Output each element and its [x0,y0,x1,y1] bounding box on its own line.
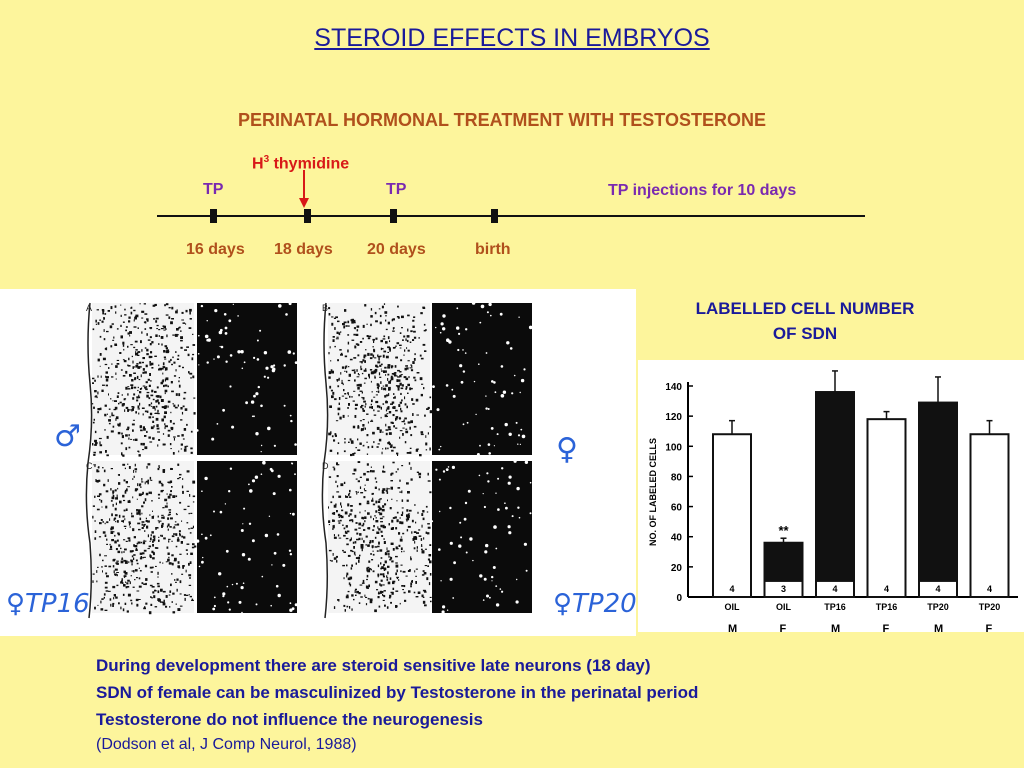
nissl-panel [92,461,197,615]
n-label: 4 [832,584,837,594]
sex-label: M [831,623,841,635]
x-tick-label: TP16 [876,602,898,612]
arrow-down-icon [299,170,309,208]
timeline-tick [390,209,397,223]
y-tick-label: 20 [671,563,683,574]
bar-base [817,581,853,596]
male-symbol: ♂ [54,419,81,454]
y-tick-label: 140 [665,382,682,393]
tp16-label: ♀TP16 [6,589,90,619]
tp-injections-label: TP injections for 10 days [608,182,797,199]
timeline-tick [491,209,498,223]
y-axis-label: NO. OF LABELED CELLS [648,438,658,546]
n-label: 4 [987,584,992,594]
autoradiograph-panel [195,460,298,614]
bar-base [765,581,802,596]
autoradiograph-panel [196,302,298,455]
bar-chart: 0 20 40 60 80 100 120 140 NO. OF LABELED CELLS 4 O… [638,360,1024,632]
female-symbol: ♀ [556,432,578,467]
bar-chart-svg: 0 20 40 60 80 100 120 140 NO. OF LABELED CELLS 4 O… [648,370,1018,612]
sex-label: F [882,623,890,635]
bar-base [920,581,956,596]
panel-letter: C [86,461,93,471]
summary-line: SDN of female can be masculinized by Tes… [96,683,699,702]
panel-letter: D [322,461,329,471]
nissl-panel [328,461,432,613]
citation: (Dodson et al, J Comp Neurol, 1988) [96,736,357,753]
summary-line: During development there are steroid sen… [96,656,651,675]
page-subtitle: PERINATAL HORMONAL TREATMENT WITH TESTOS… [238,110,766,130]
day-label: 20 days [367,241,426,258]
timeline-tick [304,209,311,223]
tp-label-16: TP [203,181,224,198]
n-label: 4 [935,584,940,594]
bar [712,433,752,598]
day-label: birth [475,241,511,258]
day-label: 16 days [186,241,245,258]
n-label: 4 [884,584,889,594]
section-border [321,302,329,619]
summary-line: Testosterone do not influence the neurog… [96,710,483,729]
x-tick-label: TP16 [824,602,846,612]
y-tick-label: 0 [676,593,682,604]
bar [918,401,958,599]
summary-text: During development there are steroid sen… [96,652,698,733]
y-tick-label: 80 [671,472,683,483]
y-tick-label: 100 [665,442,682,453]
tp-label-20: TP [386,181,407,198]
day-label: 18 days [274,241,333,258]
panel-letter: B [322,303,328,313]
x-tick-label: TP20 [979,602,1001,612]
thymidine-label: H3 thymidine [252,154,350,173]
autoradiograph-panel [432,301,533,456]
sex-label: F [779,623,787,635]
section-border [85,302,93,619]
y-tick-label: 60 [671,503,683,514]
timeline-tick [210,209,217,223]
autoradiograph-panel [431,459,532,614]
micrograph-panel: A B C D ♂ ♀ ♀TP16 ♀TP20 [0,289,637,636]
labelled-cell-heading: LABELLED CELL NUMBER OF SDN [695,299,915,343]
timeline-axis [157,215,865,217]
sex-label: M [728,623,738,635]
sex-label: F [985,623,993,635]
x-tick-label: OIL [776,602,792,612]
y-tick-label: 40 [671,533,683,544]
n-label: 3 [781,584,786,594]
x-tick-label: TP20 [927,602,949,612]
y-tick-label: 120 [665,412,682,423]
nissl-panel [328,303,432,457]
n-label: 4 [729,584,734,594]
bar [815,391,855,599]
significance-annotation: ** [778,523,789,538]
x-tick-label: OIL [725,602,741,612]
panel-letter: A [86,303,92,313]
sex-label: M [934,623,944,635]
micrograph-image: A B C D [85,301,533,619]
nissl-panel [92,303,196,457]
bar [969,433,1010,598]
page-title: STEROID EFFECTS IN EMBRYOS [314,24,710,52]
bar [866,418,907,598]
tp20-label: ♀TP20 [553,589,637,619]
